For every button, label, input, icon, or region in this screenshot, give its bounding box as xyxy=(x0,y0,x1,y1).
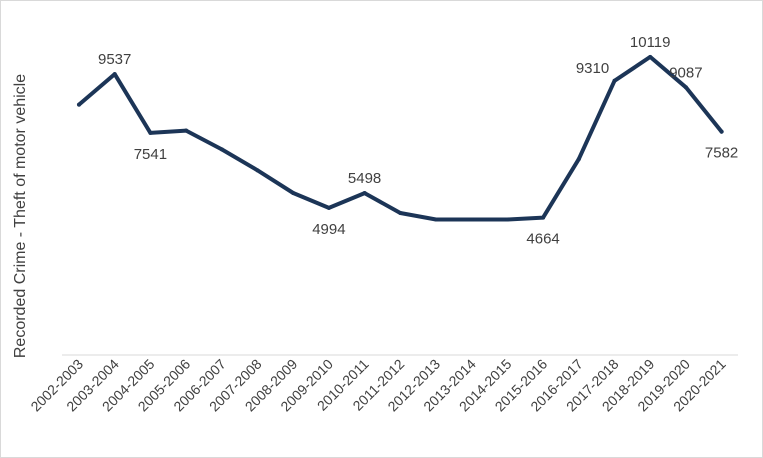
data-point-7 xyxy=(326,205,331,210)
series-line xyxy=(77,54,724,222)
data-point-16 xyxy=(648,54,653,59)
data-point-2 xyxy=(148,130,153,135)
data-label: 10119 xyxy=(630,34,671,51)
data-point-12 xyxy=(505,217,510,222)
x-axis-tick-labels: 2002-20032003-20042004-20052005-20062006… xyxy=(27,356,728,415)
data-point-0 xyxy=(77,102,81,107)
data-point-9 xyxy=(398,211,403,216)
data-point-10 xyxy=(434,217,438,222)
data-label: 4664 xyxy=(526,231,559,248)
data-point-15 xyxy=(612,78,617,83)
data-label: 9087 xyxy=(669,64,702,81)
data-point-18 xyxy=(719,129,724,134)
data-label: 7582 xyxy=(705,145,738,162)
data-point-8 xyxy=(362,191,367,196)
data-point-6 xyxy=(291,191,296,195)
data-label: 9310 xyxy=(576,60,609,77)
data-points xyxy=(77,54,724,222)
y-axis-title: Recorded Crime - Theft of motor vehicle xyxy=(12,74,29,358)
data-point-3 xyxy=(184,128,189,133)
data-label: 9537 xyxy=(98,51,131,68)
data-point-11 xyxy=(469,217,474,222)
data-point-17 xyxy=(683,85,688,90)
data-point-14 xyxy=(576,157,581,162)
data-point-5 xyxy=(255,168,260,173)
data-point-13 xyxy=(541,215,546,220)
data-label: 4994 xyxy=(312,221,345,238)
data-point-1 xyxy=(112,72,117,77)
data-label: 7541 xyxy=(134,146,167,163)
data-labels: 9537 7541 4994 5498 4664 9310 10119 9087 7582 xyxy=(98,34,738,248)
data-label: 5498 xyxy=(348,170,381,187)
data-point-4 xyxy=(219,147,224,152)
